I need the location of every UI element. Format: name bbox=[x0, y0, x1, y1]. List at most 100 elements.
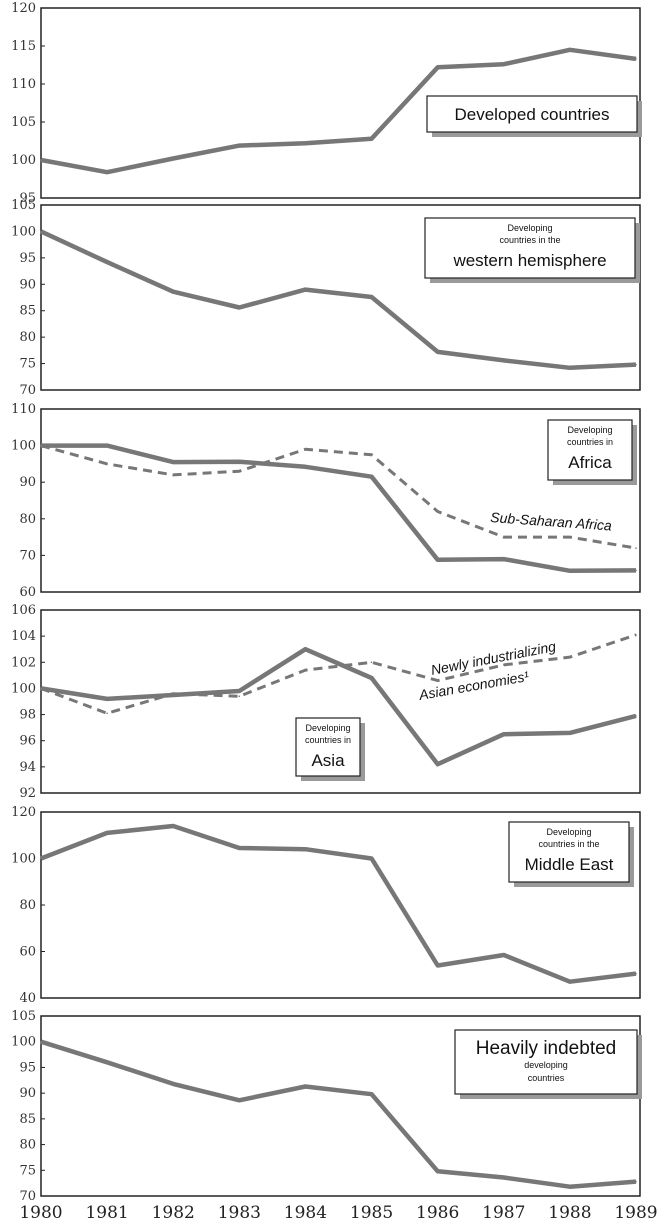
dashed-series-line bbox=[40, 633, 637, 715]
y-tick-label: 95 bbox=[19, 251, 36, 266]
y-tick-label: 105 bbox=[11, 1009, 36, 1024]
legend-line: Developing bbox=[567, 425, 612, 435]
legend-box bbox=[508, 821, 630, 883]
legend-line: Heavily indebted bbox=[476, 1038, 616, 1059]
data-point bbox=[304, 466, 307, 468]
x-tick-label: 1988 bbox=[548, 1203, 591, 1223]
data-point bbox=[238, 847, 241, 849]
x-tick-label: 1985 bbox=[350, 1203, 393, 1223]
data-point bbox=[436, 66, 439, 69]
data-point bbox=[569, 536, 571, 538]
y-tick-label: 80 bbox=[19, 898, 36, 913]
legend-box bbox=[547, 419, 633, 481]
y-tick-label: 85 bbox=[19, 304, 36, 319]
data-point bbox=[238, 470, 241, 473]
data-point bbox=[436, 763, 439, 766]
y-tick-label: 110 bbox=[11, 402, 36, 417]
y-tick-label: 102 bbox=[11, 655, 36, 670]
x-axis: 1980 1981 1982 1983 1984 1985 1986 1987 1988 1989 bbox=[19, 1203, 657, 1223]
data-point bbox=[238, 144, 241, 147]
series-line bbox=[41, 443, 637, 574]
legend-line: countries in bbox=[305, 735, 351, 745]
data-point bbox=[304, 669, 307, 671]
y-tick-label: 110 bbox=[11, 77, 36, 92]
series-line bbox=[40, 823, 637, 984]
y-tick-label: 100 bbox=[11, 224, 36, 239]
data-point bbox=[502, 1176, 505, 1179]
legend-box bbox=[454, 1029, 638, 1095]
y-tick-label: 70 bbox=[19, 1189, 36, 1204]
x-tick-label: 1984 bbox=[284, 1203, 327, 1223]
data-point bbox=[635, 569, 637, 572]
data-point bbox=[172, 461, 175, 463]
y-tick-label: 94 bbox=[19, 760, 36, 775]
data-point bbox=[370, 1093, 373, 1095]
x-tick-label: 1987 bbox=[482, 1203, 525, 1223]
y-tick-label: 70 bbox=[19, 548, 36, 563]
data-point bbox=[569, 569, 571, 572]
data-point bbox=[106, 261, 108, 263]
y-tick-label: 98 bbox=[19, 708, 36, 723]
legend-line: Africa bbox=[568, 453, 612, 472]
legend-line: western hemisphere bbox=[452, 251, 606, 270]
data-point bbox=[436, 679, 439, 682]
dashed-series-line bbox=[40, 444, 637, 550]
legend-line: countries bbox=[528, 1073, 565, 1083]
data-point bbox=[370, 453, 373, 456]
y-tick-label: 104 bbox=[11, 629, 36, 644]
y-tick-label: 80 bbox=[19, 512, 36, 527]
y-tick-label: 100 bbox=[11, 852, 36, 867]
data-point bbox=[370, 137, 373, 140]
data-point bbox=[635, 715, 637, 717]
legend-line: countries in the bbox=[538, 839, 599, 849]
y-tick-label: 115 bbox=[11, 39, 36, 54]
data-point bbox=[569, 980, 571, 983]
data-point bbox=[106, 712, 108, 715]
panel-frame bbox=[40, 609, 641, 794]
y-tick-label: 85 bbox=[19, 1112, 36, 1127]
y-tick-label: 70 bbox=[19, 383, 36, 398]
y-tick-label: 92 bbox=[19, 786, 36, 801]
data-point bbox=[172, 825, 175, 827]
panel-4: 92 94 96 98 100 102 104 106 Developing countries … bbox=[11, 603, 641, 801]
data-point bbox=[569, 1185, 571, 1188]
data-point bbox=[502, 954, 505, 956]
data-point bbox=[172, 474, 175, 476]
data-point bbox=[502, 664, 505, 666]
data-point bbox=[502, 63, 505, 66]
legend-box bbox=[426, 95, 638, 133]
legend-line: countries in the bbox=[499, 235, 560, 245]
y-tick-label: 80 bbox=[19, 1138, 36, 1153]
y-tick-label: 90 bbox=[19, 1086, 36, 1101]
legend-line: Developing bbox=[546, 827, 591, 837]
legend-line: countries in bbox=[567, 437, 613, 447]
data-point bbox=[635, 58, 637, 60]
y-tick-label: 120 bbox=[11, 805, 36, 820]
data-point bbox=[304, 142, 307, 145]
x-tick-label: 1989 bbox=[614, 1203, 657, 1223]
data-point bbox=[304, 648, 307, 651]
data-point bbox=[635, 634, 637, 636]
data-point bbox=[172, 1083, 175, 1085]
y-tick-label: 75 bbox=[19, 357, 36, 372]
data-point bbox=[238, 1099, 241, 1102]
data-point bbox=[304, 1085, 307, 1088]
data-point bbox=[238, 306, 241, 309]
y-tick-label: 100 bbox=[11, 439, 36, 454]
y-tick-label: 75 bbox=[19, 1163, 36, 1178]
data-point bbox=[569, 49, 571, 51]
data-point bbox=[370, 475, 373, 478]
data-point bbox=[370, 857, 373, 860]
data-point bbox=[502, 536, 505, 538]
series-annotation: Newly industrializing bbox=[430, 638, 558, 678]
data-point bbox=[40, 1040, 42, 1043]
x-tick-label: 1980 bbox=[19, 1203, 62, 1223]
data-point bbox=[436, 351, 439, 353]
data-point bbox=[569, 732, 571, 734]
panel-6: 70 75 80 85 90 95 100 105 Heavily indebteddevelo… bbox=[11, 1009, 642, 1204]
series-line bbox=[40, 1039, 637, 1189]
data-point bbox=[238, 695, 241, 698]
y-tick-label: 105 bbox=[11, 198, 36, 213]
y-tick-label: 95 bbox=[19, 1060, 36, 1075]
